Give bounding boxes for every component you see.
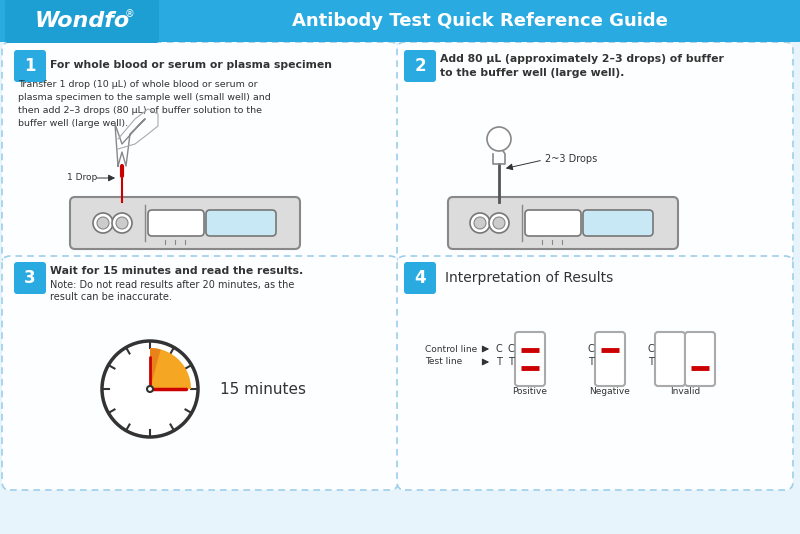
- FancyBboxPatch shape: [404, 262, 436, 294]
- Text: 4: 4: [414, 269, 426, 287]
- Text: Positive: Positive: [513, 388, 547, 397]
- Text: C: C: [588, 344, 594, 354]
- Text: 15 minutes: 15 minutes: [220, 381, 306, 397]
- FancyBboxPatch shape: [515, 332, 545, 386]
- Text: to the buffer well (large well).: to the buffer well (large well).: [440, 68, 624, 78]
- FancyBboxPatch shape: [583, 210, 653, 236]
- Text: Interpretation of Results: Interpretation of Results: [445, 271, 614, 285]
- FancyBboxPatch shape: [2, 42, 398, 264]
- Text: ®: ®: [125, 9, 135, 19]
- Circle shape: [112, 213, 132, 233]
- Circle shape: [97, 217, 109, 229]
- FancyBboxPatch shape: [404, 50, 436, 82]
- Text: 2~3 Drops: 2~3 Drops: [545, 154, 598, 164]
- FancyBboxPatch shape: [148, 210, 204, 236]
- Circle shape: [116, 217, 128, 229]
- Circle shape: [487, 127, 511, 151]
- Text: Antibody Test Quick Reference Guide: Antibody Test Quick Reference Guide: [292, 12, 668, 30]
- FancyBboxPatch shape: [397, 42, 793, 264]
- Text: C: C: [648, 344, 654, 354]
- Wedge shape: [150, 348, 191, 389]
- FancyBboxPatch shape: [397, 256, 793, 490]
- FancyBboxPatch shape: [14, 262, 46, 294]
- Text: Note: Do not read results after 20 minutes, as the: Note: Do not read results after 20 minut…: [50, 280, 294, 290]
- Text: Add 80 μL (approximately 2–3 drops) of buffer: Add 80 μL (approximately 2–3 drops) of b…: [440, 54, 724, 64]
- FancyBboxPatch shape: [5, 0, 159, 43]
- FancyBboxPatch shape: [448, 197, 678, 249]
- FancyBboxPatch shape: [70, 197, 300, 249]
- FancyBboxPatch shape: [2, 256, 398, 490]
- Text: C: C: [508, 344, 514, 354]
- Text: 1: 1: [24, 57, 36, 75]
- Circle shape: [147, 386, 153, 392]
- Text: Test line: Test line: [425, 357, 462, 366]
- Text: 1 Drop: 1 Drop: [67, 174, 97, 183]
- Text: result can be inaccurate.: result can be inaccurate.: [50, 292, 172, 302]
- Text: Control line: Control line: [425, 344, 478, 354]
- Text: T: T: [496, 357, 502, 367]
- Wedge shape: [150, 348, 161, 389]
- Circle shape: [474, 217, 486, 229]
- Text: T: T: [648, 357, 654, 367]
- Circle shape: [493, 217, 505, 229]
- FancyBboxPatch shape: [655, 332, 685, 386]
- Text: Invalid: Invalid: [670, 388, 700, 397]
- Circle shape: [489, 213, 509, 233]
- FancyBboxPatch shape: [0, 0, 800, 42]
- Text: Wondfo: Wondfo: [34, 11, 130, 31]
- Circle shape: [470, 213, 490, 233]
- Text: C: C: [496, 344, 502, 354]
- FancyBboxPatch shape: [685, 332, 715, 386]
- Text: For whole blood or serum or plasma specimen: For whole blood or serum or plasma speci…: [50, 60, 332, 70]
- Text: 2: 2: [414, 57, 426, 75]
- Text: T: T: [508, 357, 514, 367]
- FancyBboxPatch shape: [595, 332, 625, 386]
- Text: Wait for 15 minutes and read the results.: Wait for 15 minutes and read the results…: [50, 266, 303, 276]
- FancyBboxPatch shape: [206, 210, 276, 236]
- FancyBboxPatch shape: [525, 210, 581, 236]
- Text: Transfer 1 drop (10 μL) of whole blood or serum or
plasma specimen to the sample: Transfer 1 drop (10 μL) of whole blood o…: [18, 80, 270, 128]
- Text: 3: 3: [24, 269, 36, 287]
- Circle shape: [102, 341, 198, 437]
- Circle shape: [93, 213, 113, 233]
- Text: T: T: [588, 357, 594, 367]
- Text: Negative: Negative: [590, 388, 630, 397]
- FancyBboxPatch shape: [14, 50, 46, 82]
